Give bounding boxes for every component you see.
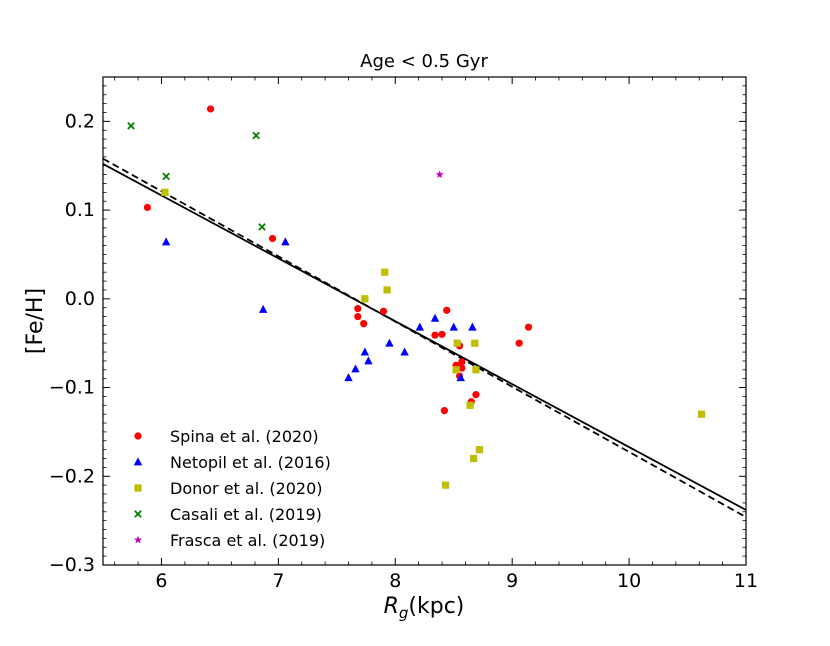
data-point [468,322,477,331]
data-point [471,339,479,347]
data-point [415,322,425,331]
series-3 [161,188,706,489]
legend-label: Netopil et al. (2016) [170,453,331,472]
data-point [524,323,533,331]
data-point [351,364,360,373]
chart-title: Age < 0.5 Gyr [360,51,488,72]
data-point [161,237,171,246]
legend: Spina et al. (2020) Netopil et al. (2016)… [133,427,331,550]
data-point [385,338,394,347]
data-point [206,105,215,113]
y-tick-label: 0.2 [65,110,95,132]
y-tick-label: −0.3 [49,554,95,576]
data-point [258,223,266,231]
data-point [443,306,451,314]
data-point [440,407,448,415]
series-4 [127,121,266,231]
legend-label: Donor et al. (2020) [170,479,323,498]
data-point [470,454,478,463]
data-point [162,172,170,181]
data-point [127,121,135,130]
data-point [458,364,466,372]
y-tick-label: 0.0 [65,288,95,310]
data-point [475,446,484,454]
series-2 [161,237,477,382]
legend-label: Frasca et al. (2019) [170,531,325,550]
legend-marker [134,432,142,440]
data-point [430,313,440,322]
data-point [435,170,444,178]
y-axis-ticks: −0.3 −0.2 −0.1 0.0 0.1 0.2 [49,76,746,576]
x-tick-label: 9 [506,570,518,592]
data-point [258,304,268,313]
plot-frame [102,76,747,566]
data-point [458,358,466,366]
data-point [383,286,391,294]
data-point [268,234,277,243]
data-point [364,356,373,365]
legend-label: Spina et al. (2020) [170,427,319,446]
x-axis-label-unit: (kpc) [408,594,464,619]
x-tick-label: 10 [617,570,641,592]
data-point [360,320,368,328]
legend-marker [134,510,142,518]
data-point [281,237,290,246]
fit-lines [102,157,747,518]
data-points [127,105,706,489]
data-point [252,131,260,140]
data-point [441,481,450,489]
data-point [381,268,389,276]
data-point [515,339,523,347]
data-point [472,366,480,374]
series-5 [435,170,444,178]
legend-marker [134,535,142,544]
y-axis-label: [Fe/H] [23,288,48,354]
x-tick-label: 11 [734,570,758,592]
dashed-fit-line [102,157,747,518]
data-point [472,391,480,399]
x-axis-label: Rg(kpc) [384,594,465,622]
y-tick-label: −0.2 [49,465,95,487]
data-point [449,322,458,331]
data-point [466,401,474,409]
data-point [344,373,353,382]
data-point [452,366,460,374]
data-point [697,410,706,418]
x-tick-label: 7 [272,570,284,592]
data-point [400,347,409,356]
data-point [354,312,362,321]
data-point [361,295,369,303]
data-point [453,339,461,347]
data-point [161,188,169,196]
x-tick-label: 6 [155,570,167,592]
data-point [354,304,362,313]
data-point [360,347,370,356]
y-tick-label: −0.1 [49,377,95,399]
y-tick-label: 0.1 [65,199,95,221]
x-tick-label: 8 [389,570,401,592]
legend-marker [133,457,143,466]
data-point [456,373,465,382]
x-axis-ticks: 6 7 8 9 10 11 [114,77,758,592]
legend-marker [134,484,142,492]
data-point [431,331,439,339]
x-axis-label-main: R [384,594,399,619]
data-point [379,307,388,315]
data-point [438,330,446,338]
legend-label: Casali et al. (2019) [170,505,322,524]
x-axis-label-sub: g [399,604,409,622]
data-point [143,203,152,212]
